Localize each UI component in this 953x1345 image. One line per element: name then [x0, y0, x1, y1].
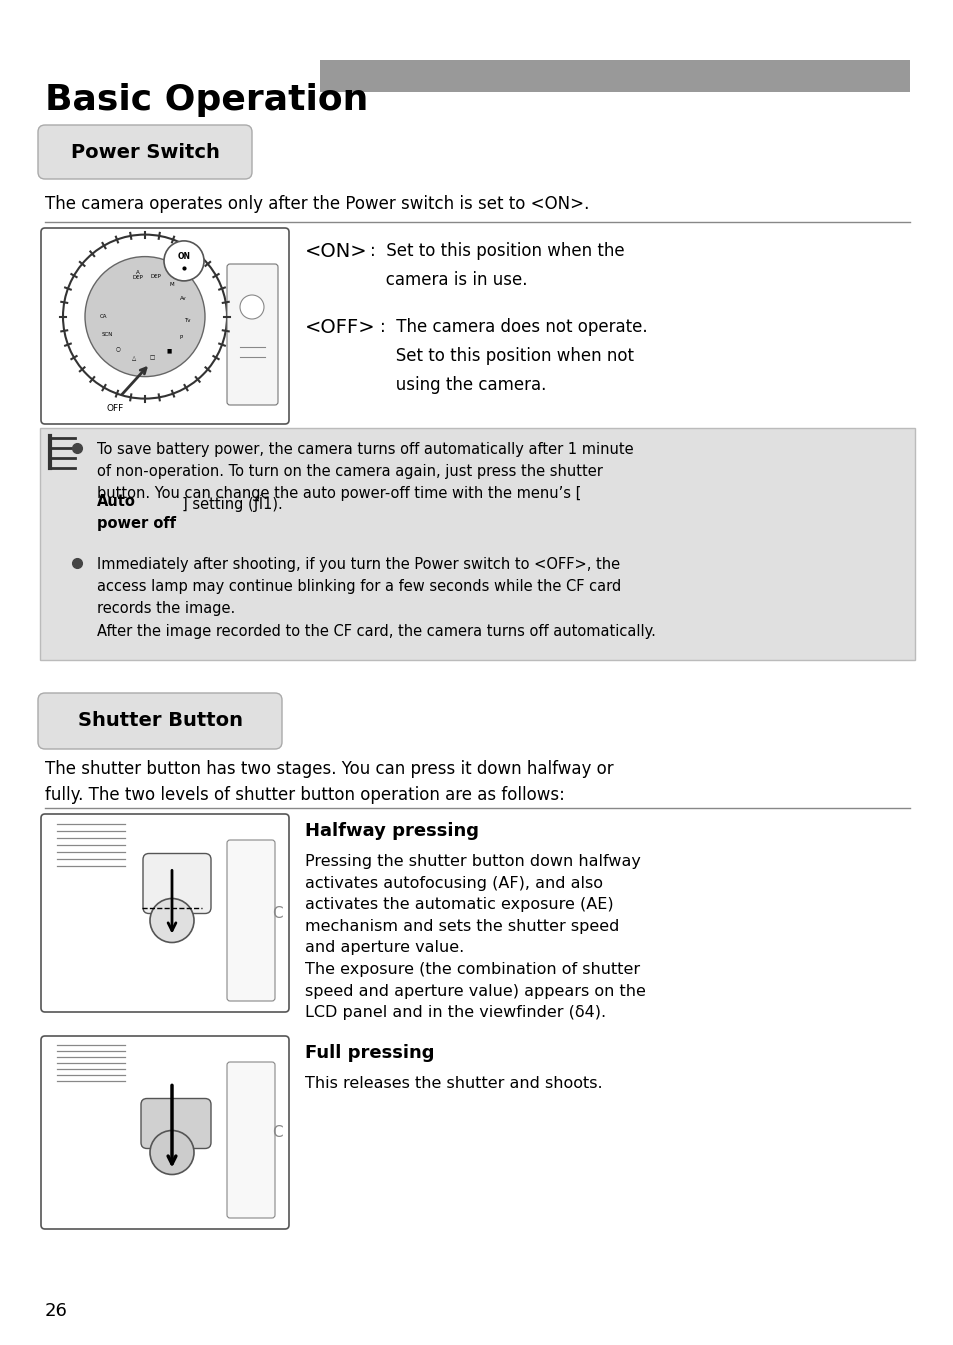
FancyBboxPatch shape [38, 125, 252, 179]
FancyBboxPatch shape [41, 229, 289, 424]
Text: To save battery power, the camera turns off automatically after 1 minute
of non-: To save battery power, the camera turns … [97, 443, 633, 502]
FancyBboxPatch shape [227, 1063, 274, 1219]
FancyBboxPatch shape [227, 264, 277, 405]
Text: Halfway pressing: Halfway pressing [305, 822, 478, 841]
Text: :  The camera does not operate.
   Set to this position when not
   using the ca: : The camera does not operate. Set to th… [379, 317, 647, 394]
Text: <ON>: <ON> [305, 242, 367, 261]
Text: C: C [272, 1124, 282, 1141]
Text: A
DEP: A DEP [132, 270, 143, 280]
Circle shape [63, 234, 227, 398]
Text: ■: ■ [166, 348, 172, 354]
Text: Auto
power off: Auto power off [97, 494, 176, 531]
FancyBboxPatch shape [141, 1099, 211, 1149]
Text: Basic Operation: Basic Operation [45, 83, 368, 117]
Text: 26: 26 [45, 1302, 68, 1319]
Text: <OFF>: <OFF> [305, 317, 375, 338]
Text: OFF: OFF [107, 404, 124, 413]
Text: ON: ON [177, 253, 191, 261]
Circle shape [164, 241, 204, 281]
Text: C: C [272, 905, 282, 920]
Text: Immediately after shooting, if you turn the Power switch to <OFF>, the
access la: Immediately after shooting, if you turn … [97, 557, 656, 639]
FancyBboxPatch shape [227, 841, 274, 1001]
Text: SCN: SCN [101, 332, 112, 336]
Text: M: M [170, 282, 174, 286]
FancyBboxPatch shape [41, 814, 289, 1011]
Text: □: □ [150, 355, 154, 360]
Circle shape [85, 257, 205, 377]
Text: Shutter Button: Shutter Button [77, 712, 242, 730]
FancyBboxPatch shape [38, 693, 282, 749]
Text: The shutter button has two stages. You can press it down halfway or
fully. The t: The shutter button has two stages. You c… [45, 760, 613, 804]
FancyBboxPatch shape [41, 1036, 289, 1229]
Text: Power Switch: Power Switch [71, 143, 219, 161]
Text: The camera operates only after the Power switch is set to <ON>.: The camera operates only after the Power… [45, 195, 589, 213]
FancyBboxPatch shape [143, 854, 211, 913]
Text: Tv: Tv [183, 317, 190, 323]
Circle shape [150, 1131, 193, 1174]
Text: This releases the shutter and shoots.: This releases the shutter and shoots. [305, 1076, 602, 1091]
Text: Av: Av [179, 296, 186, 301]
Circle shape [240, 295, 264, 319]
Text: Pressing the shutter button down halfway
activates autofocusing (AF), and also
a: Pressing the shutter button down halfway… [305, 854, 645, 1021]
Text: ○: ○ [115, 346, 120, 351]
Text: P: P [179, 335, 183, 340]
Text: CA: CA [99, 315, 107, 319]
FancyBboxPatch shape [40, 428, 914, 660]
Text: △: △ [132, 355, 136, 359]
Text: ] setting (ƒÍ1).: ] setting (ƒÍ1). [182, 494, 282, 512]
Circle shape [150, 898, 193, 943]
Text: :  Set to this position when the
   camera is in use.: : Set to this position when the camera i… [370, 242, 624, 289]
FancyBboxPatch shape [319, 61, 909, 91]
Text: Full pressing: Full pressing [305, 1044, 434, 1063]
Text: DEP: DEP [151, 273, 161, 278]
